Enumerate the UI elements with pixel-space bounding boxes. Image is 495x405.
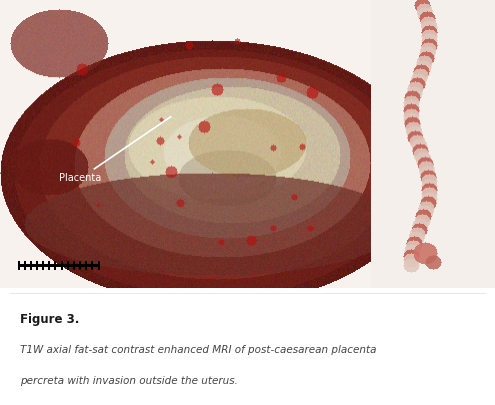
Text: Placenta: Placenta [59,117,171,183]
Text: percreta with invasion outside the uterus.: percreta with invasion outside the uteru… [20,376,238,386]
Text: T1W axial fat-sat contrast enhanced MRI of post-caesarean placenta: T1W axial fat-sat contrast enhanced MRI … [20,345,376,355]
Text: Figure 3.: Figure 3. [20,313,79,326]
